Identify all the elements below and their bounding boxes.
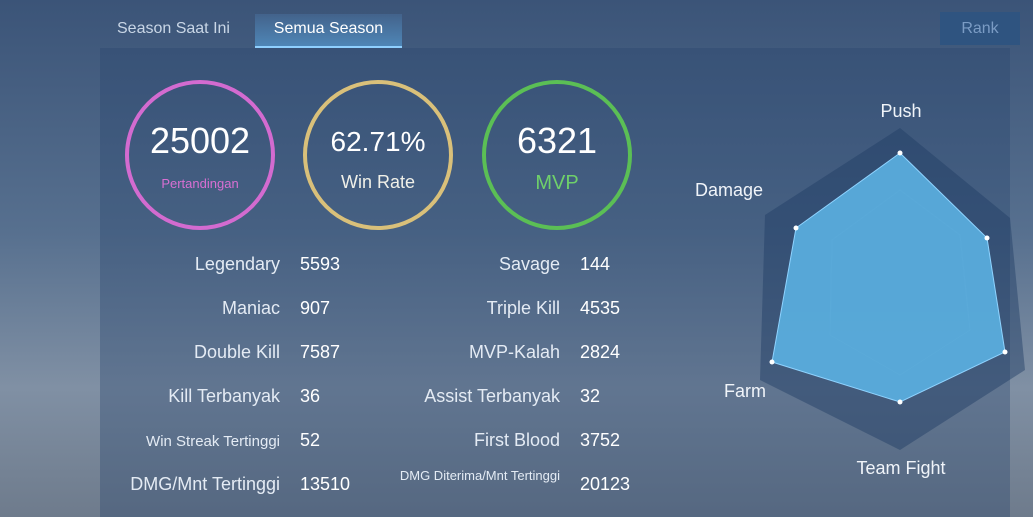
ring <box>303 80 453 230</box>
stat-label: Kill Terbanyak <box>168 386 280 406</box>
stat-value: 4535 <box>580 298 621 318</box>
stat-value: 5593 <box>300 254 341 274</box>
stat-value: 3752 <box>580 430 621 450</box>
radar-label: Farm <box>724 381 766 401</box>
stat-value: 32 <box>580 386 601 406</box>
summary-value: 25002 <box>149 120 251 161</box>
stat-value: 52 <box>300 430 321 450</box>
stat-value: 7587 <box>300 342 341 362</box>
stat-value: 20123 <box>580 474 631 494</box>
radar-label: Team Fight <box>856 458 946 478</box>
stat-label: First Blood <box>473 430 560 450</box>
stat-value: 144 <box>580 254 611 274</box>
tab[interactable]: Season Saat Ini <box>117 20 230 37</box>
stat-label: Triple Kill <box>486 298 560 318</box>
radar-label: Damage <box>694 180 764 200</box>
stat-value: 2824 <box>580 342 621 362</box>
stat-label: Savage <box>498 254 560 274</box>
summary-label: Pertandingan <box>161 176 239 191</box>
tab-active[interactable]: Semua Season <box>255 14 402 48</box>
stat-value: 13510 <box>300 474 351 494</box>
summary-value: 6321 <box>516 120 598 161</box>
stat-label: DMG Diterima/Mnt Tertinggi <box>399 468 560 483</box>
ring <box>125 80 275 230</box>
radar-label: Push <box>880 101 922 121</box>
rank-button[interactable]: Rank <box>940 12 1020 45</box>
stat-label: Legendary <box>194 254 280 274</box>
stat-label: Maniac <box>221 298 280 318</box>
stat-label: Double Kill <box>193 342 280 362</box>
stat-label: Win Streak Tertinggi <box>146 433 280 450</box>
stat-value: 36 <box>300 386 321 406</box>
stat-value: 907 <box>300 298 331 318</box>
radar-points <box>769 150 1008 405</box>
summary-label: Win Rate <box>340 172 416 192</box>
stat-label: DMG/Mnt Tertinggi <box>130 474 280 494</box>
ring <box>482 80 632 230</box>
stat-label: Assist Terbanyak <box>424 386 560 406</box>
summary-label: MVP <box>535 172 579 194</box>
summary-value: 62.71% <box>330 126 426 157</box>
stat-label: MVP-Kalah <box>468 342 560 362</box>
